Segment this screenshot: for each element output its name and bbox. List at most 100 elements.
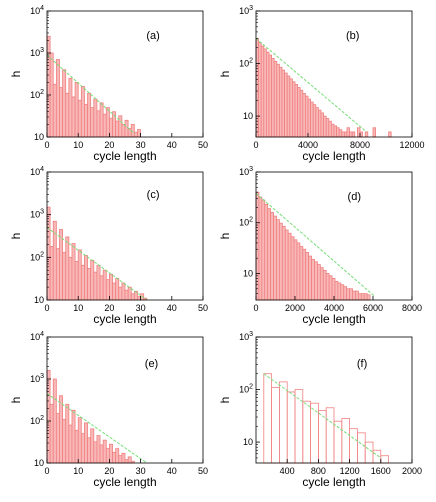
histogram-bar (127, 128, 132, 138)
y-tick-label: 104 (30, 5, 44, 16)
histogram-bar (68, 424, 73, 464)
histogram-bar (93, 271, 98, 301)
x-tick-label: 4000 (324, 303, 344, 313)
y-tick-label: 10 (34, 132, 44, 142)
histogram-bar (267, 208, 272, 301)
histogram-bar (286, 391, 296, 464)
histogram-bar (261, 199, 266, 301)
histogram-bar (71, 96, 76, 138)
histogram-bar (290, 236, 295, 301)
y-tick-label: 102 (30, 251, 44, 262)
histogram-bar (118, 455, 123, 464)
histogram-bar (55, 59, 60, 138)
histogram-bar (325, 273, 330, 301)
histogram-bar (341, 418, 350, 464)
x-tick-label: 400 (280, 466, 295, 476)
histogram-bar (84, 422, 88, 464)
histogram-bar (99, 102, 104, 138)
histogram-bar (62, 418, 67, 464)
panel-label: (d) (348, 191, 361, 203)
y-tick-label: 10 (243, 437, 253, 447)
histogram-bar (127, 456, 132, 464)
histogram-bar (102, 439, 107, 464)
y-axis-label: h (218, 397, 232, 404)
histogram-bar (93, 441, 98, 464)
histogram-bar (96, 264, 101, 301)
y-tick-label: 104 (30, 166, 44, 177)
x-tick-label: 8000 (402, 303, 422, 313)
histogram-bar (137, 296, 141, 301)
x-tick-label: 0 (44, 140, 49, 150)
histogram-bar (99, 444, 104, 464)
fit-line (46, 393, 148, 464)
histogram-bar (102, 113, 107, 138)
y-tick-label: 103 (239, 166, 253, 177)
histogram-bar (62, 69, 67, 138)
y-tick-label: 102 (30, 415, 44, 426)
histogram-bar (115, 448, 120, 464)
histogram-bar (77, 249, 82, 301)
x-tick-label: 10 (73, 466, 83, 476)
x-tick-label: 800 (311, 466, 326, 476)
x-tick-label: 1200 (340, 466, 360, 476)
x-tick-label: 0 (44, 303, 49, 313)
x-tick-label: 1600 (371, 466, 391, 476)
histogram-bar (360, 293, 365, 301)
x-tick-label: 40 (167, 303, 177, 313)
panel-label: (e) (145, 358, 158, 370)
histogram-bar (278, 222, 283, 301)
x-tick-label: 10 (73, 303, 83, 313)
x-tick-label: 40 (167, 466, 177, 476)
y-tick-label: 10 (34, 295, 44, 305)
x-tick-label: 8000 (350, 140, 370, 150)
histogram-bar (325, 407, 335, 464)
histogram-bar (68, 77, 73, 138)
histogram-bar (105, 448, 110, 464)
histogram-bar (380, 455, 389, 464)
plot-frame (46, 10, 204, 138)
histogram-bar (127, 286, 132, 301)
panel-label: (b) (346, 30, 359, 42)
histogram-bar (68, 256, 73, 301)
x-tick-label: 6000 (363, 303, 383, 313)
histogram-bar (46, 35, 51, 138)
histogram-bar (287, 232, 292, 301)
histogram-bar (77, 99, 82, 138)
histogram-bar (62, 252, 67, 301)
x-tick-label: 20 (104, 303, 114, 313)
histogram-bar (364, 441, 374, 464)
histogram-bar (59, 229, 63, 301)
y-tick-label: 103 (30, 373, 44, 384)
histogram-bar (278, 381, 288, 464)
histogram-bar (102, 269, 107, 301)
histogram-bar (80, 86, 85, 138)
x-tick-label: 4000 (298, 140, 318, 150)
y-tick-label: 103 (239, 5, 253, 16)
histogram-bar (87, 437, 92, 464)
histogram-bar (55, 248, 60, 301)
x-tick-label: 30 (136, 140, 146, 150)
histogram-bar (109, 443, 113, 464)
histogram-bar (87, 92, 92, 138)
histogram-bar (121, 282, 126, 301)
histogram-bar (59, 87, 63, 138)
fit-line (255, 192, 376, 297)
histogram-bar (299, 246, 304, 301)
x-tick-label: 2000 (285, 303, 305, 313)
histogram-bar (65, 92, 70, 138)
histogram-bar (331, 277, 336, 301)
y-tick-label: 10 (34, 458, 44, 468)
histogram-bar (109, 117, 113, 138)
histogram-bar (96, 435, 101, 464)
histogram-bar (74, 81, 79, 138)
histogram-bar (133, 131, 138, 138)
histogram-bar (317, 410, 327, 464)
histogram-bar (99, 275, 104, 301)
histogram-bar (77, 417, 82, 464)
plot-frame (46, 336, 204, 464)
histogram-bar (255, 191, 260, 301)
histogram-bar (263, 373, 272, 464)
y-tick-label: 10 (243, 111, 253, 121)
